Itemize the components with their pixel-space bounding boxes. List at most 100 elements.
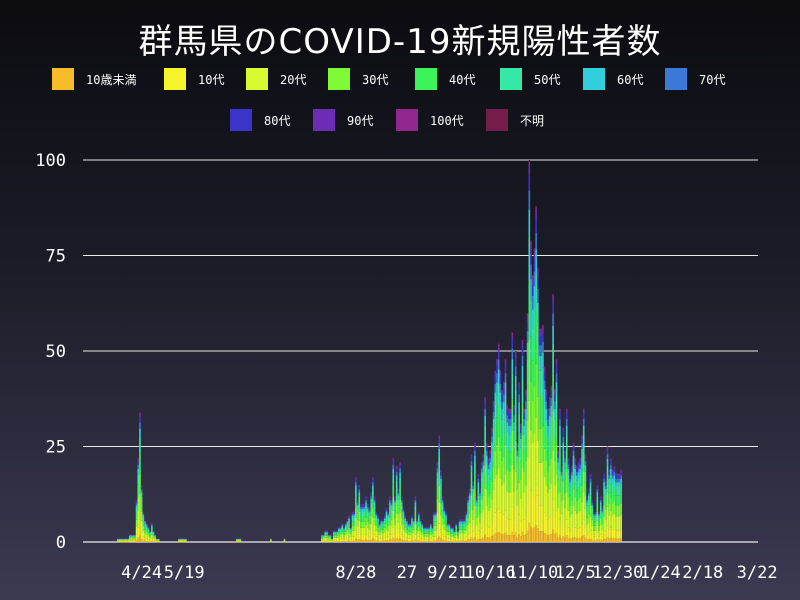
bar-segment xyxy=(375,521,378,526)
bar-segment xyxy=(467,517,469,526)
bar-segment xyxy=(521,380,524,405)
bar-segment xyxy=(588,490,590,493)
bar-segment xyxy=(426,541,429,542)
x-tick-label: 8/28 xyxy=(335,563,376,583)
bar-segment xyxy=(431,528,434,530)
bar-segment xyxy=(329,540,332,542)
bar-segment xyxy=(353,525,355,531)
bar-segment xyxy=(183,538,185,539)
bar-segment xyxy=(326,532,328,533)
bar-segment xyxy=(475,499,478,503)
bar-segment xyxy=(620,472,622,476)
bar-segment xyxy=(543,422,546,449)
bar-segment xyxy=(594,513,597,516)
bar-segment xyxy=(598,515,600,518)
bar-segment xyxy=(503,456,505,483)
bar-segment xyxy=(451,526,454,528)
bar-segment xyxy=(375,511,378,513)
bar-segment xyxy=(492,489,495,518)
bar-segment xyxy=(336,531,338,533)
bar-segment xyxy=(584,537,587,542)
bar-segment xyxy=(475,497,478,500)
bar-segment xyxy=(509,451,512,472)
bar-segment xyxy=(588,505,590,514)
bar-segment xyxy=(433,521,435,526)
bar-segment xyxy=(501,516,503,535)
bar-segment xyxy=(486,442,488,444)
bar-segment xyxy=(545,516,548,535)
bar-segment xyxy=(445,512,447,514)
bar-segment xyxy=(343,526,345,528)
bar-segment xyxy=(474,537,476,542)
bar-segment xyxy=(400,539,403,542)
bar-segment xyxy=(518,514,520,534)
bar-segment xyxy=(321,535,323,537)
bar-segment xyxy=(326,541,328,543)
bar-segment xyxy=(332,531,335,533)
bar-segment xyxy=(341,525,344,527)
bar-segment xyxy=(344,523,347,525)
bar-segment xyxy=(462,540,464,542)
bar-segment xyxy=(468,539,471,542)
bar-segment xyxy=(506,405,509,407)
bar-segment xyxy=(468,522,471,533)
bar-segment xyxy=(560,538,563,542)
bar-segment xyxy=(341,531,344,535)
bar-segment xyxy=(438,439,441,444)
bar-segment xyxy=(577,472,580,478)
bar-segment xyxy=(615,486,617,496)
bar-segment xyxy=(135,513,138,520)
bar-segment xyxy=(480,537,483,542)
bar-segment xyxy=(151,529,153,532)
bar-segment xyxy=(436,528,439,538)
bar-segment xyxy=(353,511,355,513)
bar-segment xyxy=(377,515,379,516)
bar-segment xyxy=(463,533,466,539)
bar-segment xyxy=(360,505,362,507)
bar-segment xyxy=(589,530,592,539)
bar-segment xyxy=(531,275,534,279)
bar-segment xyxy=(387,525,390,531)
bar-segment xyxy=(149,531,151,533)
bar-segment xyxy=(562,450,565,465)
bar-segment xyxy=(321,540,323,542)
bar-segment xyxy=(321,541,323,543)
bar-segment xyxy=(484,517,486,535)
bar-segment xyxy=(514,509,517,533)
bar-segment xyxy=(584,495,587,510)
bar-segment xyxy=(533,433,536,492)
bar-segment xyxy=(579,457,582,459)
bar-segment xyxy=(453,534,456,536)
bar-segment xyxy=(533,286,536,307)
bar-segment xyxy=(457,532,459,535)
bar-segment xyxy=(479,505,481,514)
bar-segment xyxy=(467,539,469,542)
bar-segment xyxy=(567,461,570,465)
bar-segment xyxy=(389,539,391,542)
bar-segment xyxy=(373,505,376,511)
bar-segment xyxy=(140,486,143,490)
bar-segment xyxy=(417,525,420,531)
bar-segment xyxy=(135,508,138,514)
bar-segment xyxy=(361,521,364,528)
bar-segment xyxy=(139,429,141,439)
bar-segment xyxy=(611,515,614,530)
bar-segment xyxy=(237,541,240,542)
bar-segment xyxy=(535,207,537,211)
bar-segment xyxy=(380,526,383,530)
bar-segment xyxy=(411,540,413,542)
bar-segment xyxy=(378,525,381,527)
bar-segment xyxy=(390,539,393,542)
bar-segment xyxy=(361,503,364,505)
bar-segment xyxy=(339,528,342,530)
bar-segment xyxy=(463,519,466,520)
bar-segment xyxy=(151,526,153,530)
bar-segment xyxy=(582,451,585,472)
bar-segment xyxy=(394,517,396,526)
bar-segment xyxy=(151,522,153,524)
bar-segment xyxy=(366,504,369,506)
bar-segment xyxy=(434,517,437,522)
bar-segment xyxy=(555,361,558,366)
bar-segment xyxy=(616,486,619,496)
bar-segment xyxy=(378,524,381,526)
